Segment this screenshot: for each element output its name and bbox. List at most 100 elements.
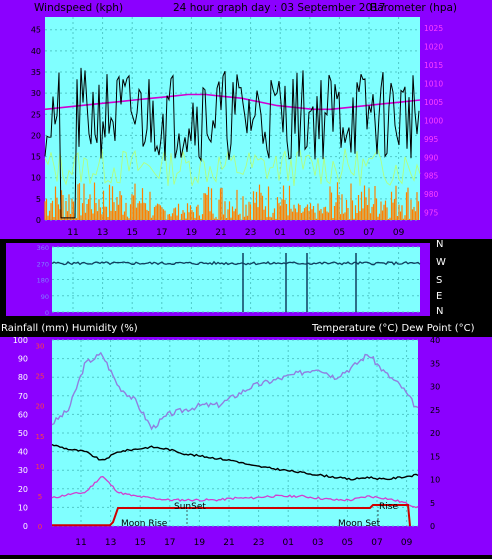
barometer-y-tick-label: 990 (424, 153, 439, 162)
wind-y-tick-label: 45 (31, 26, 41, 35)
compass-label-n-top: N (436, 239, 443, 250)
compass-label-w: W (436, 257, 446, 268)
rainfall-y-tick-label: 5 (38, 493, 42, 501)
wind-x-tick-label: 11 (67, 228, 78, 238)
humidity-y-tick-label: 40 (18, 448, 28, 457)
compass-label-s: S (436, 275, 442, 286)
temp-x-tick-label: 23 (253, 538, 264, 548)
barometer-y-tick-label: 1000 (424, 116, 443, 125)
humidity-y-tick-label: 20 (18, 485, 28, 494)
barometer-y-tick-label: 980 (424, 190, 439, 199)
temp-x-tick-label: 17 (164, 538, 175, 548)
humidity-series (51, 475, 419, 509)
humidity-y-tick-label: 60 (18, 410, 28, 419)
barometer-y-tick-label: 1005 (424, 98, 443, 107)
temp-dew-axis-title: Temperature (°C) Dew Point (°C) (311, 323, 475, 334)
direction-y-tick-label: 270 (37, 260, 49, 268)
wind-y-tick-label: 15 (31, 153, 41, 162)
wind-y-tick-label: 5 (36, 195, 41, 204)
rain-humidity-axis-title: Rainfall (mm) Humidity (%) (1, 323, 138, 334)
temp-x-tick-label: 01 (282, 538, 293, 548)
temp-x-tick-label: 09 (401, 538, 413, 548)
wind-average-series (44, 67, 420, 219)
dew-point-series (51, 443, 419, 481)
wind-x-tick-label: 07 (363, 228, 374, 238)
wind-gust-series (44, 182, 420, 220)
temp-x-tick-label: 07 (371, 538, 382, 548)
humidity-y-tick-label: 100 (13, 336, 28, 345)
wind-x-tick-label: 15 (126, 228, 137, 238)
sunrise-label: Rise (379, 502, 398, 512)
wind-lull-series (44, 148, 421, 187)
rainfall-y-tick-label: 30 (36, 343, 45, 351)
rainfall-y-tick-label: 15 (36, 433, 45, 441)
temp-x-tick-label: 11 (75, 538, 86, 548)
wind-x-tick-label: 19 (186, 228, 198, 238)
humidity-y-tick-label: 0 (23, 522, 28, 531)
wind-y-tick-label: 20 (31, 131, 41, 140)
temp-x-tick-label: 19 (194, 538, 206, 548)
barometer-y-tick-label: 1020 (424, 43, 443, 52)
temperature-y-tick-label: 20 (430, 429, 440, 438)
temperature-y-tick-label: 25 (430, 406, 440, 415)
barometer-y-tick-label: 985 (424, 172, 439, 181)
barometer-y-tick-label: 1025 (424, 24, 443, 33)
rainfall-y-tick-label: 0 (38, 523, 42, 531)
moonset-label: Moon Set (338, 519, 381, 529)
direction-y-tick-label: 0 (45, 309, 49, 317)
graph-title: 24 hour graph day : 03 September 2017 (173, 2, 385, 14)
barometer-axis-title: Barometer (hpa) (370, 2, 457, 14)
wind-x-tick-label: 13 (97, 228, 108, 238)
barometer-y-tick-label: 1015 (424, 61, 443, 70)
rainfall-y-tick-label: 20 (36, 403, 45, 411)
rainfall-series (52, 503, 411, 527)
humidity-y-tick-label: 30 (18, 466, 28, 475)
humidity-y-tick-label: 90 (18, 355, 28, 364)
temperature-y-tick-label: 40 (430, 336, 440, 345)
humidity-y-tick-label: 80 (18, 373, 28, 382)
wind-y-tick-label: 10 (31, 174, 41, 183)
compass-label-e: E (436, 291, 442, 302)
temperature-series (51, 351, 419, 431)
direction-y-tick-label: 90 (41, 293, 49, 301)
temp-x-tick-label: 21 (223, 538, 234, 548)
humidity-y-tick-label: 70 (18, 392, 28, 401)
temperature-y-tick-label: 30 (430, 383, 440, 392)
compass-label-n-bottom: N (436, 306, 443, 317)
barometer-y-tick-label: 1010 (424, 79, 443, 88)
temp-x-tick-label: 03 (312, 538, 323, 548)
rainfall-y-tick-label: 25 (36, 373, 45, 381)
wind-x-tick-label: 05 (334, 228, 345, 238)
humidity-y-tick-label: 10 (18, 503, 28, 512)
wind-y-tick-label: 0 (36, 216, 41, 225)
direction-y-tick-label: 180 (37, 277, 49, 285)
temperature-y-tick-label: 35 (430, 359, 440, 368)
wind-plot-area (45, 17, 420, 220)
temperature-y-tick-label: 5 (430, 499, 435, 508)
barometer-y-tick-label: 995 (424, 135, 439, 144)
temperature-y-tick-label: 0 (430, 522, 435, 531)
moonrise-label: Moon Rise (121, 519, 168, 529)
wind-y-tick-label: 35 (31, 68, 41, 77)
wind-x-tick-label: 23 (245, 228, 256, 238)
wind-x-tick-label: 03 (304, 228, 315, 238)
wind-x-tick-label: 21 (215, 228, 226, 238)
temp-x-tick-label: 15 (134, 538, 145, 548)
wind-y-tick-label: 30 (31, 89, 41, 98)
wind-axis-title: Windspeed (kph) (34, 2, 123, 14)
barometer-y-tick-label: 975 (424, 209, 439, 218)
temp-x-tick-label: 05 (342, 538, 353, 548)
wind-x-tick-label: 01 (274, 228, 285, 238)
wind-x-tick-label: 09 (393, 228, 405, 238)
humidity-y-tick-label: 50 (18, 429, 28, 438)
wind-x-tick-label: 17 (156, 228, 167, 238)
temp-x-tick-label: 13 (105, 538, 116, 548)
rainfall-y-tick-label: 10 (36, 463, 45, 471)
wind-y-tick-label: 25 (31, 110, 41, 119)
temperature-y-tick-label: 15 (430, 452, 440, 461)
sunset-label: SunSet (174, 502, 206, 512)
wind-y-tick-label: 40 (31, 47, 41, 56)
direction-y-tick-label: 360 (37, 244, 49, 252)
wind-direction-series (51, 260, 421, 266)
